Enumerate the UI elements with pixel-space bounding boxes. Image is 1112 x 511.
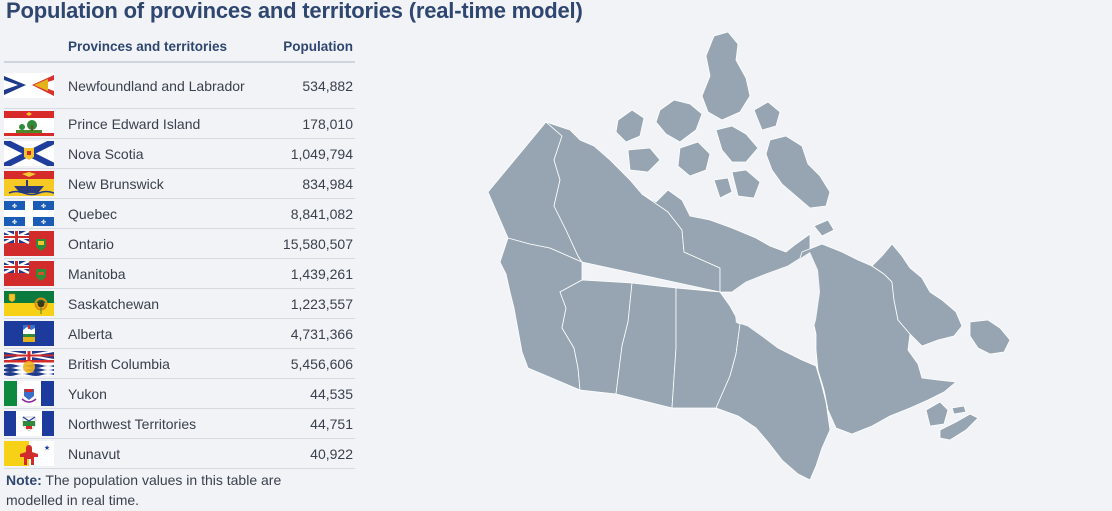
population-value: 44,535 <box>268 378 355 409</box>
map-region-prince-edward-island[interactable] <box>951 405 967 415</box>
region-name: British Columbia <box>68 348 268 379</box>
table-row: Alberta 4,731,366 <box>4 318 355 349</box>
map-region-ontario[interactable] <box>715 321 831 481</box>
northwest-territories-flag-icon <box>4 411 54 436</box>
region-name: Yukon <box>68 378 268 409</box>
population-value: 40,922 <box>268 438 355 469</box>
map-region-labrador[interactable] <box>871 243 963 347</box>
population-value: 4,731,366 <box>268 318 355 349</box>
region-name: Prince Edward Island <box>68 108 268 139</box>
region-name: Saskatchewan <box>68 288 268 319</box>
table-row: New Brunswick 834,984 <box>4 168 355 199</box>
canada-map <box>487 31 1011 481</box>
table-row: ✤ ✤ ✤ ✤ Quebec 8,841,082 <box>4 198 355 229</box>
svg-text:✤: ✤ <box>41 203 46 210</box>
population-table: Provinces and territories Population New… <box>4 32 355 469</box>
population-value: 5,456,606 <box>268 348 355 379</box>
flag-column-header <box>4 32 68 63</box>
new-brunswick-flag-icon <box>4 171 54 196</box>
region-name: Northwest Territories <box>68 408 268 439</box>
region-name: Newfoundland and Labrador <box>68 62 268 109</box>
hudson-bay <box>732 252 820 352</box>
nunavut-flag-icon: ★ <box>4 441 54 466</box>
pei-flag-icon <box>4 111 54 136</box>
region-name: Nunavut <box>68 438 268 469</box>
region-name: New Brunswick <box>68 168 268 199</box>
table-row: Prince Edward Island 178,010 <box>4 108 355 139</box>
region-name: Ontario <box>68 228 268 259</box>
population-value: 44,751 <box>268 408 355 439</box>
map-region-new-brunswick[interactable] <box>925 401 949 427</box>
table-row: Saskatchewan 1,223,557 <box>4 288 355 319</box>
population-value: 534,882 <box>268 62 355 109</box>
saskatchewan-flag-icon <box>4 291 54 316</box>
population-value: 15,580,507 <box>268 228 355 259</box>
page-title: Population of provinces and territories … <box>6 0 583 23</box>
manitoba-flag-icon <box>4 261 54 286</box>
table-row: Newfoundland and Labrador 534,882 <box>4 62 355 109</box>
nova-scotia-flag-icon <box>4 141 54 166</box>
map-region-arctic-islands[interactable] <box>655 99 703 143</box>
table-row: Yukon 44,535 <box>4 378 355 409</box>
population-value: 1,439,261 <box>268 258 355 289</box>
region-name: Alberta <box>68 318 268 349</box>
svg-text:★: ★ <box>44 444 50 452</box>
region-name: Manitoba <box>68 258 268 289</box>
ontario-flag-icon <box>4 231 54 256</box>
british-columbia-flag-icon <box>4 351 54 376</box>
newfoundland-flag-icon <box>4 73 54 98</box>
note-label: Note: <box>6 472 42 488</box>
svg-text:✤: ✤ <box>12 203 17 210</box>
population-column-header: Population <box>268 32 355 63</box>
alberta-flag-icon <box>4 321 54 346</box>
svg-text:✤: ✤ <box>12 219 17 226</box>
region-name: Nova Scotia <box>68 138 268 169</box>
quebec-flag-icon: ✤ ✤ ✤ ✤ <box>4 201 54 226</box>
region-name: Quebec <box>68 198 268 229</box>
map-region-newfoundland[interactable] <box>969 319 1011 355</box>
population-value: 834,984 <box>268 168 355 199</box>
table-row: ★ Nunavut 40,922 <box>4 438 355 469</box>
svg-text:✤: ✤ <box>41 219 46 226</box>
population-value: 8,841,082 <box>268 198 355 229</box>
yukon-flag-icon <box>4 381 54 406</box>
region-column-header: Provinces and territories <box>68 32 268 63</box>
table-row: British Columbia 5,456,606 <box>4 348 355 379</box>
table-row: Nova Scotia 1,049,794 <box>4 138 355 169</box>
table-row: Ontario 15,580,507 <box>4 228 355 259</box>
note-text: The population values in this table are … <box>6 472 282 508</box>
table-header-row: Provinces and territories Population <box>4 32 355 63</box>
table-row: Northwest Territories 44,751 <box>4 408 355 439</box>
map-region-nunavut[interactable] <box>641 189 811 293</box>
population-value: 1,049,794 <box>268 138 355 169</box>
table-row: Manitoba 1,439,261 <box>4 258 355 289</box>
table-note: Note: The population values in this tabl… <box>6 470 326 510</box>
population-value: 178,010 <box>268 108 355 139</box>
map-region-nova-scotia[interactable] <box>939 413 979 441</box>
population-value: 1,223,557 <box>268 288 355 319</box>
